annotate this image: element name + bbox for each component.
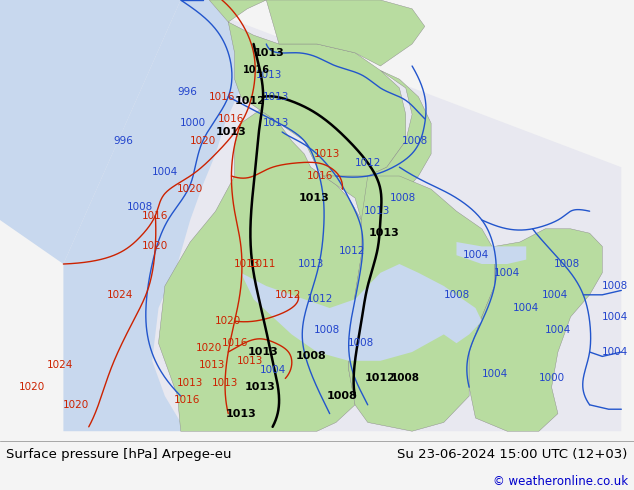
Text: 1004: 1004 (494, 268, 521, 278)
Text: 1008: 1008 (391, 373, 420, 383)
Text: 1008: 1008 (126, 202, 153, 212)
Polygon shape (63, 0, 241, 431)
Polygon shape (323, 71, 431, 220)
Text: 1000: 1000 (538, 373, 565, 383)
Text: 1013: 1013 (256, 70, 283, 80)
Text: 1020: 1020 (190, 136, 216, 146)
Text: 1016: 1016 (243, 65, 270, 75)
Text: 1013: 1013 (248, 347, 278, 357)
Text: 1024: 1024 (107, 290, 134, 300)
Text: Surface pressure [hPa] Arpege-eu: Surface pressure [hPa] Arpege-eu (6, 447, 232, 461)
Text: 1008: 1008 (313, 325, 340, 335)
Polygon shape (158, 110, 361, 431)
Polygon shape (63, 0, 621, 431)
Text: 1004: 1004 (152, 167, 178, 176)
Text: 1016: 1016 (209, 92, 235, 102)
Text: 1013: 1013 (177, 378, 204, 388)
Polygon shape (349, 176, 495, 431)
Text: 1012: 1012 (235, 96, 266, 106)
Text: 1012: 1012 (307, 294, 333, 304)
Text: 1013: 1013 (212, 378, 238, 388)
Text: 1020: 1020 (18, 382, 45, 392)
Text: 1004: 1004 (259, 365, 286, 375)
Text: 1020: 1020 (63, 400, 89, 410)
Text: 1013: 1013 (262, 92, 289, 102)
Text: 1008: 1008 (389, 193, 416, 203)
Text: 1024: 1024 (47, 360, 74, 370)
Text: © weatheronline.co.uk: © weatheronline.co.uk (493, 474, 628, 488)
Text: 1011: 1011 (250, 259, 276, 269)
Text: 1008: 1008 (402, 136, 429, 146)
Text: 996: 996 (177, 87, 197, 98)
Text: 996: 996 (113, 136, 134, 146)
Text: 1020: 1020 (196, 343, 223, 353)
Text: 1004: 1004 (481, 369, 508, 379)
Text: 1016: 1016 (142, 211, 169, 220)
Text: 1016: 1016 (221, 338, 248, 348)
Text: 1008: 1008 (602, 281, 628, 291)
Text: 1020: 1020 (142, 242, 169, 251)
Text: 1004: 1004 (541, 290, 568, 300)
Polygon shape (241, 264, 456, 361)
Text: 1013: 1013 (216, 127, 247, 137)
Text: 1004: 1004 (602, 312, 628, 322)
Text: 1004: 1004 (513, 303, 540, 313)
Text: 1013: 1013 (254, 48, 285, 58)
Text: 1013: 1013 (199, 360, 226, 370)
Text: 1016: 1016 (218, 114, 245, 124)
Text: 1013: 1013 (226, 409, 256, 418)
Text: 1016: 1016 (174, 395, 200, 405)
Text: 1013: 1013 (234, 259, 261, 269)
Text: 1013: 1013 (368, 228, 399, 238)
Text: 1008: 1008 (295, 351, 326, 362)
Text: 1008: 1008 (348, 338, 375, 348)
Text: 1004: 1004 (462, 250, 489, 260)
Polygon shape (469, 229, 602, 431)
Text: 1020: 1020 (177, 184, 204, 194)
Text: 1013: 1013 (297, 259, 324, 269)
Text: 1004: 1004 (545, 325, 571, 335)
Text: 1008: 1008 (443, 290, 470, 300)
Text: 1013: 1013 (313, 149, 340, 159)
Polygon shape (0, 0, 181, 264)
Text: 1008: 1008 (327, 391, 358, 401)
Text: 1020: 1020 (215, 316, 242, 326)
Text: 1000: 1000 (180, 118, 207, 128)
Text: 1013: 1013 (237, 356, 264, 366)
Text: 1016: 1016 (307, 171, 333, 181)
Text: 1012: 1012 (365, 373, 396, 383)
Text: 1012: 1012 (354, 158, 381, 168)
Text: 1013: 1013 (245, 382, 275, 392)
Text: 1012: 1012 (275, 290, 302, 300)
Polygon shape (266, 0, 425, 66)
Text: 1013: 1013 (262, 118, 289, 128)
Text: 1013: 1013 (364, 206, 391, 216)
Text: 1008: 1008 (554, 259, 581, 269)
Text: 1012: 1012 (339, 246, 365, 256)
Text: 1004: 1004 (602, 347, 628, 357)
Polygon shape (456, 242, 526, 264)
Text: Su 23-06-2024 15:00 UTC (12+03): Su 23-06-2024 15:00 UTC (12+03) (398, 447, 628, 461)
Polygon shape (209, 0, 406, 176)
Polygon shape (431, 286, 482, 343)
Text: 1013: 1013 (299, 193, 329, 203)
